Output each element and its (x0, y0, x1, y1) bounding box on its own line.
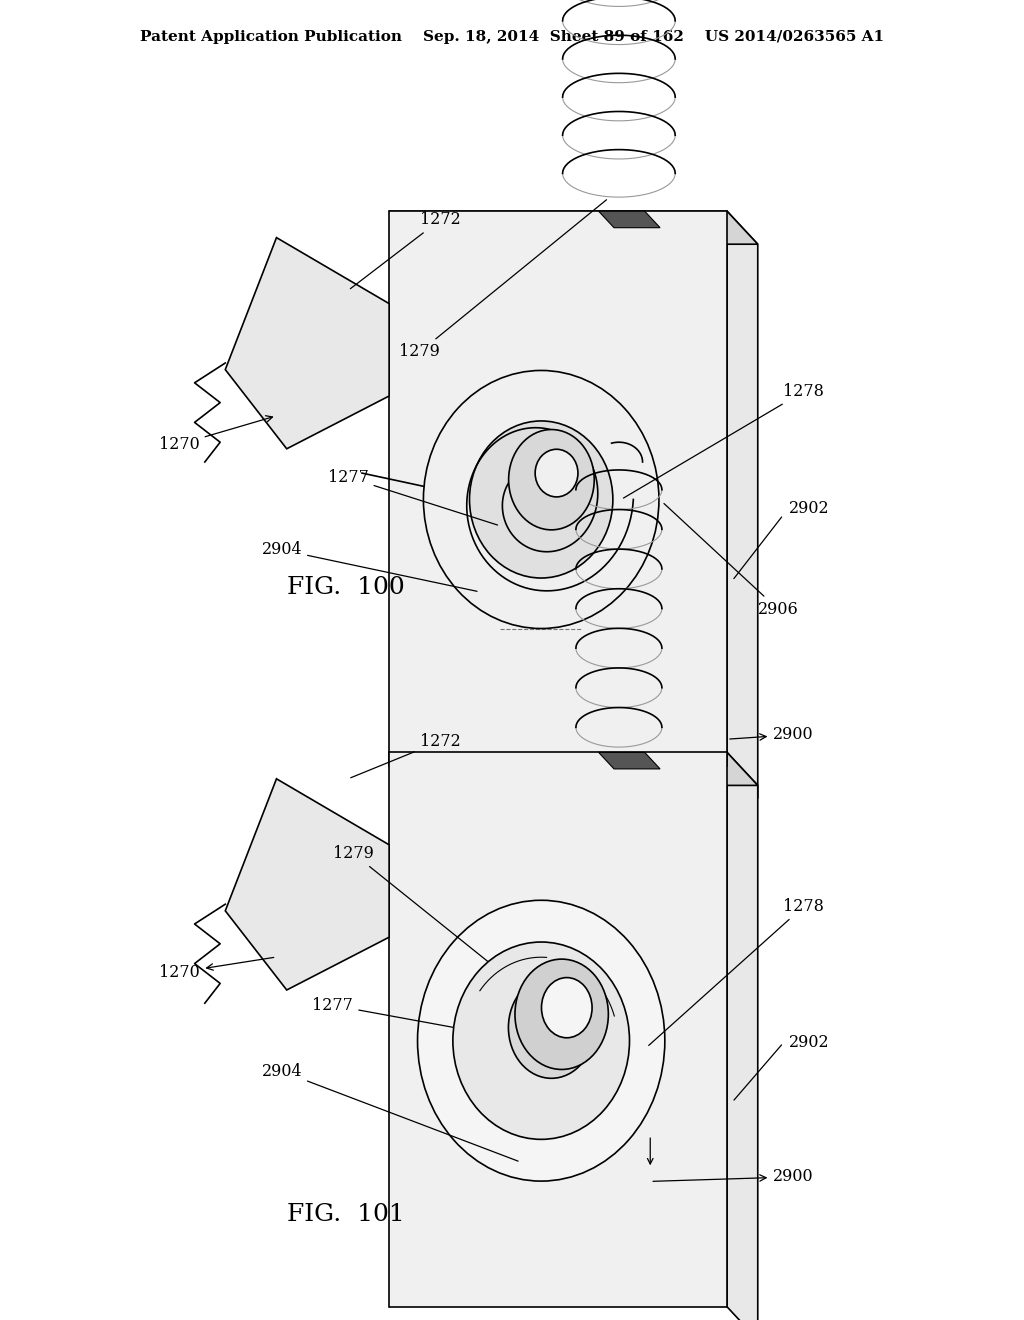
Ellipse shape (469, 421, 612, 578)
Text: 2906: 2906 (664, 503, 799, 618)
Text: FIG.  100: FIG. 100 (287, 576, 404, 599)
Text: 1277: 1277 (312, 997, 487, 1034)
Ellipse shape (418, 900, 665, 1181)
Text: 1270: 1270 (159, 957, 273, 981)
Polygon shape (389, 211, 758, 244)
Polygon shape (599, 211, 660, 227)
Text: 1277: 1277 (328, 469, 498, 525)
Text: 1272: 1272 (351, 733, 461, 777)
Text: 2900: 2900 (653, 1168, 814, 1185)
Text: 2900: 2900 (730, 726, 814, 743)
Polygon shape (225, 779, 389, 990)
Polygon shape (727, 211, 758, 799)
Ellipse shape (536, 449, 578, 496)
Text: 1270: 1270 (159, 416, 272, 453)
Polygon shape (225, 238, 389, 449)
Ellipse shape (508, 977, 594, 1078)
Polygon shape (389, 211, 727, 766)
Text: 2904: 2904 (261, 1063, 518, 1162)
Ellipse shape (453, 942, 630, 1139)
Text: 2902: 2902 (788, 1035, 829, 1051)
Ellipse shape (542, 978, 592, 1038)
Text: 1278: 1278 (649, 898, 824, 1045)
Text: FIG.  101: FIG. 101 (287, 1203, 404, 1226)
Text: 1279: 1279 (333, 845, 518, 986)
Text: 1278: 1278 (624, 383, 824, 498)
Ellipse shape (515, 960, 608, 1069)
Text: 2902: 2902 (788, 500, 829, 516)
Text: 2904: 2904 (261, 541, 477, 591)
Polygon shape (389, 752, 727, 1307)
Text: 1279: 1279 (399, 199, 606, 360)
Text: 1272: 1272 (350, 211, 461, 289)
Text: Patent Application Publication    Sep. 18, 2014  Sheet 89 of 162    US 2014/0263: Patent Application Publication Sep. 18, … (140, 30, 884, 44)
Polygon shape (389, 752, 758, 785)
Polygon shape (727, 752, 758, 1320)
Ellipse shape (509, 429, 594, 529)
Polygon shape (599, 752, 660, 768)
